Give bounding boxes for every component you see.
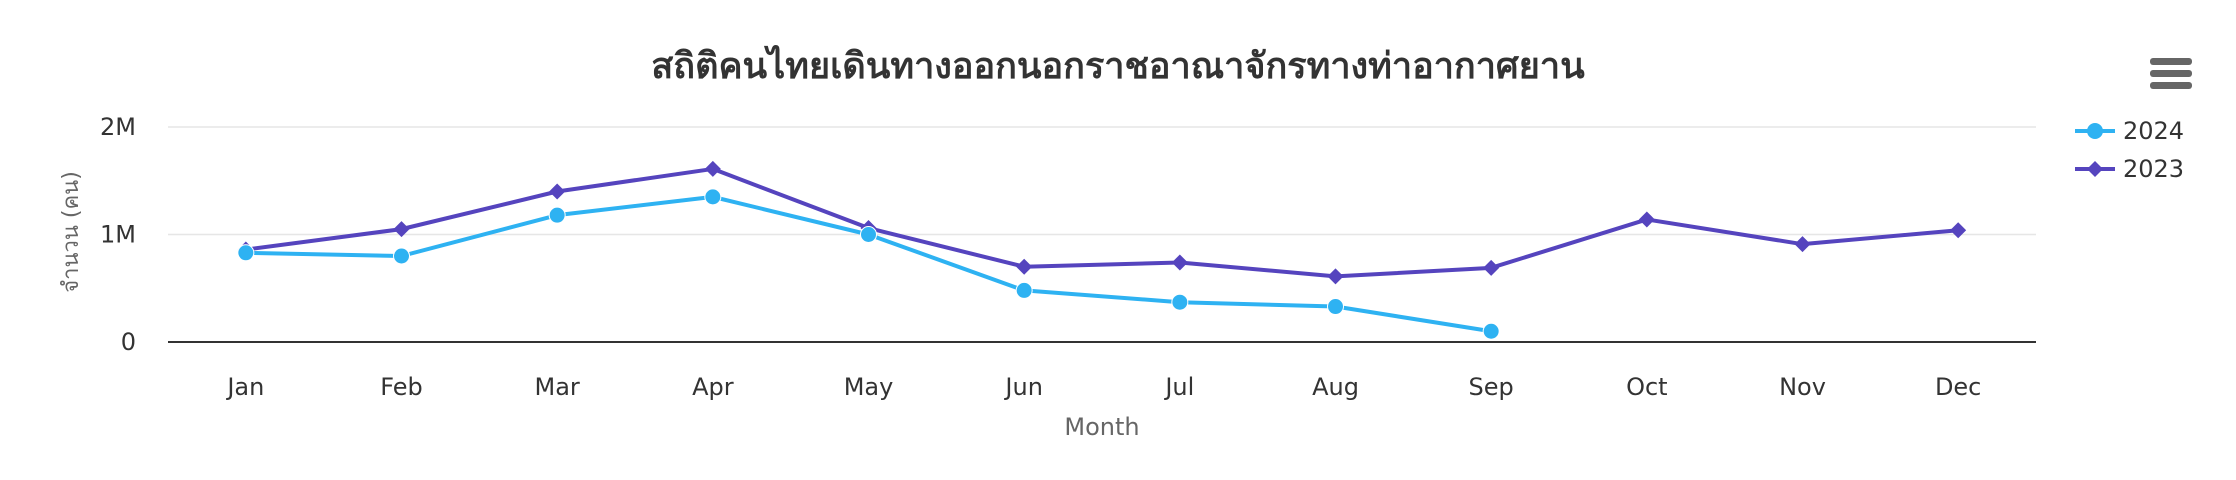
series-line-2024 — [245, 194, 1492, 334]
data-point-2024[interactable] — [237, 244, 255, 262]
x-tick-label: Dec — [1935, 373, 1981, 401]
data-point-2024[interactable] — [1482, 322, 1500, 340]
data-point-2024[interactable] — [393, 247, 410, 265]
legend: 2024 2023 — [2075, 112, 2184, 188]
data-point-2024[interactable] — [1171, 293, 1189, 311]
x-axis-ticks: Jan Feb Mar Apr May Jun Jul Aug Sep Oct Nov Dec — [225, 373, 1981, 401]
data-point-2024[interactable] — [1327, 298, 1344, 316]
data-point-2023[interactable] — [1794, 236, 1811, 253]
x-tick-label: Apr — [692, 373, 734, 401]
data-point-2024[interactable] — [704, 188, 722, 206]
legend-2023-symbol-icon — [2075, 161, 2115, 177]
data-point-2023[interactable] — [393, 221, 410, 238]
x-tick-label: Mar — [535, 373, 580, 401]
y-tick-label: 1M — [100, 221, 136, 249]
data-point-2024[interactable] — [548, 206, 566, 224]
data-point-2023[interactable] — [1950, 222, 1967, 239]
x-tick-label: Aug — [1312, 373, 1359, 401]
chart-title: สถิติคนไทยเดินทางออกนอกราชอาณาจักรทางท่า… — [651, 44, 1585, 87]
y-axis-label: จำนวน (คน) — [59, 171, 84, 293]
x-tick-label: Feb — [380, 373, 423, 401]
legend-label-2024: 2024 — [2123, 117, 2185, 145]
data-point-2023[interactable] — [1327, 268, 1344, 285]
data-point-2024[interactable] — [1015, 281, 1033, 299]
data-point-2023[interactable] — [1016, 258, 1033, 275]
x-tick-label: May — [844, 373, 894, 401]
data-point-2023[interactable] — [1171, 254, 1188, 271]
data-point-2023[interactable] — [549, 183, 566, 200]
legend-item-2023[interactable]: 2023 — [2075, 150, 2184, 188]
data-point-2023[interactable] — [704, 160, 721, 177]
data-point-2023[interactable] — [1483, 259, 1500, 276]
legend-item-2024[interactable]: 2024 — [2075, 112, 2184, 150]
x-tick-label: Nov — [1779, 373, 1826, 401]
y-axis-ticks: 0 1M 2M — [100, 113, 136, 356]
grid-lines — [168, 126, 2036, 343]
x-tick-label: Jan — [225, 373, 264, 401]
data-point-2023[interactable] — [1638, 211, 1655, 228]
legend-2024-symbol-icon — [2075, 123, 2115, 139]
y-tick-label: 2M — [100, 113, 136, 141]
x-axis-label: Month — [1064, 413, 1139, 441]
series-line-2023 — [245, 166, 1959, 279]
x-tick-label: Jul — [1163, 373, 1194, 401]
data-point-2024[interactable] — [860, 226, 877, 243]
x-tick-label: Sep — [1469, 373, 1514, 401]
x-tick-label: Oct — [1626, 373, 1668, 401]
y-tick-label: 0 — [121, 328, 136, 356]
x-tick-label: Jun — [1003, 373, 1043, 401]
legend-label-2023: 2023 — [2123, 155, 2185, 183]
hamburger-menu-icon[interactable] — [2150, 58, 2192, 98]
series-layer — [237, 160, 1967, 340]
